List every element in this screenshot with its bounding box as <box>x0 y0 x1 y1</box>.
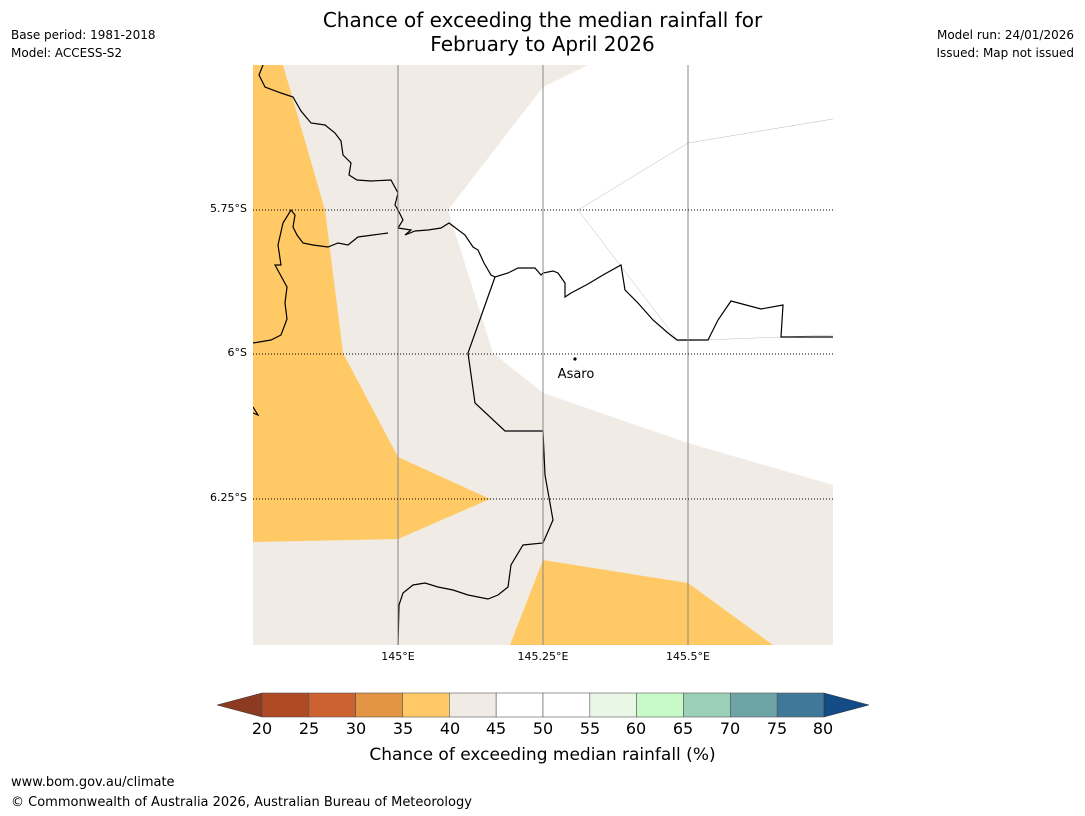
model-run: Model run: 24/01/2026 <box>936 28 1074 42</box>
footer-copyright: © Commonwealth of Australia 2026, Austra… <box>11 795 472 810</box>
colorbar-swatch <box>730 692 778 718</box>
colorbar-swatch <box>449 692 497 718</box>
cb-tick: 20 <box>251 719 273 738</box>
colorbar-swatch <box>402 692 450 718</box>
model-name: Model: ACCESS-S2 <box>11 46 123 60</box>
colorbar-extend-high <box>823 692 870 718</box>
forecast-map[interactable]: Asaro <box>253 65 833 645</box>
colorbar-label: Chance of exceeding median rainfall (%) <box>369 745 716 765</box>
colorbar-swatch <box>308 692 356 718</box>
place-label: Asaro <box>558 367 595 382</box>
colorbar-swatch <box>683 692 731 718</box>
cb-tick: 40 <box>439 719 461 738</box>
colorbar-swatch <box>495 692 544 718</box>
cb-tick: 45 <box>485 719 507 738</box>
map-title: Chance of exceeding the median rainfall … <box>0 8 1085 56</box>
cb-tick: 70 <box>719 719 741 738</box>
colorbar-swatch <box>261 692 310 718</box>
region-35-40-west <box>253 65 490 542</box>
cb-tick: 35 <box>392 719 414 738</box>
region-35-40-south <box>510 560 773 645</box>
border-line <box>258 65 833 341</box>
colorbar-swatch <box>355 692 403 718</box>
base-period: Base period: 1981-2018 <box>11 28 156 42</box>
lon-label-145-5: 145.5°E <box>666 650 710 663</box>
border-line <box>253 406 260 417</box>
colorbar-swatch <box>542 692 591 718</box>
lat-label-5-75: 5.75°S <box>210 202 247 215</box>
cb-tick: 75 <box>766 719 788 738</box>
colorbar-swatches <box>261 692 825 718</box>
cb-tick: 65 <box>672 719 694 738</box>
title-line-1: Chance of exceeding the median rainfall … <box>322 8 763 32</box>
asaro-marker[interactable] <box>573 357 577 361</box>
issued-status: Issued: Map not issued <box>936 46 1074 60</box>
cb-tick: 55 <box>579 719 601 738</box>
colorbar-extend-low <box>216 692 263 718</box>
lon-label-145: 145°E <box>381 650 415 663</box>
cb-tick: 80 <box>812 719 834 738</box>
meta-left: Base period: 1981-2018 Model: ACCESS-S2 <box>11 26 156 62</box>
colorbar-swatch <box>636 692 684 718</box>
footer-url[interactable]: www.bom.gov.au/climate <box>11 775 175 790</box>
border-line <box>253 208 389 344</box>
meta-right: Model run: 24/01/2026 Issued: Map not is… <box>936 26 1074 62</box>
lat-label-6-25: 6.25°S <box>210 491 247 504</box>
lat-label-6: 6°S <box>227 346 247 359</box>
colorbar <box>216 692 870 718</box>
region-45-55 <box>448 65 833 485</box>
title-line-2: February to April 2026 <box>430 32 655 56</box>
cb-tick: 50 <box>532 719 554 738</box>
cb-tick: 60 <box>625 719 647 738</box>
lon-label-145-25: 145.25°E <box>517 650 569 663</box>
cb-tick: 30 <box>345 719 367 738</box>
border-line <box>397 276 554 645</box>
colorbar-swatch <box>589 692 637 718</box>
cb-tick: 25 <box>298 719 320 738</box>
colorbar-swatch <box>776 692 825 718</box>
